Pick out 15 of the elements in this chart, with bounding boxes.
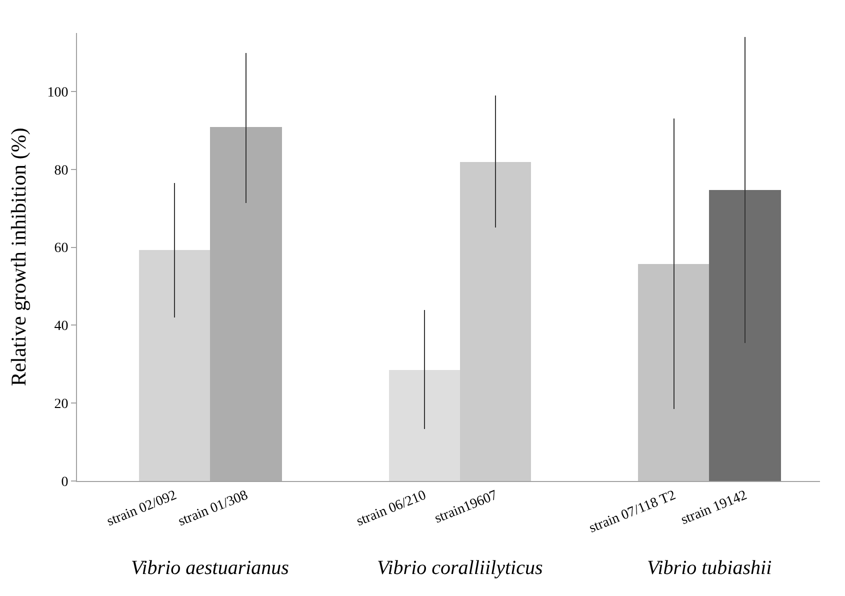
y-axis-title: Relative growth inhibition (%) [6,128,30,386]
y-tick-label: 0 [61,474,68,490]
x-tick-label: strain 02/092 [105,488,179,530]
x-tick-label: strain 01/308 [176,488,250,530]
text: Vibrio tubiashii [647,557,772,579]
x-tick-label: strain 06/210 [354,488,428,530]
text: Vibrio coralliilyticus [377,557,543,579]
x-tick-label: strain 19142 [679,488,750,528]
y-tick-label: 20 [54,396,68,412]
y-tick-label: 40 [54,319,68,334]
y-tick-label: 80 [54,163,68,178]
x-tick-label: strain 07/118 T2 [587,488,678,536]
text: Vibrio aestuarianus [131,557,290,579]
y-tick-label: 60 [54,241,68,256]
y-tick-label: 100 [47,85,68,100]
